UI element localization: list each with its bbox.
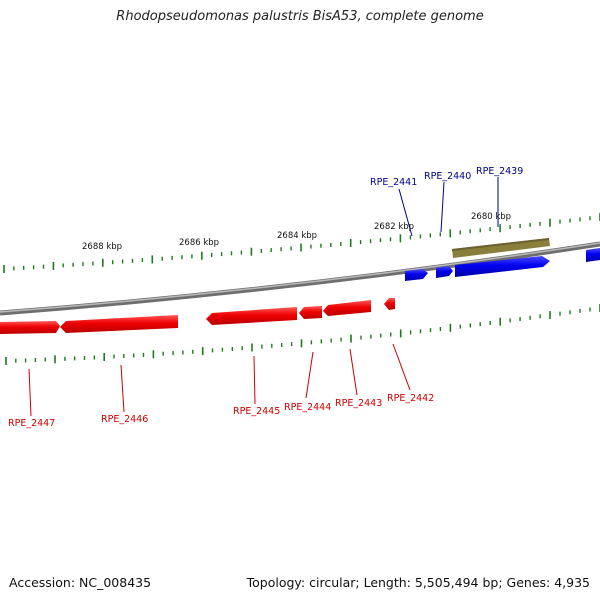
scale-label: 2686 kbp [179,238,219,248]
gene-label-forward: RPE_2439 [476,166,523,177]
gene-arrow-reverse [384,298,395,310]
scale-label: 2680 kbp [471,212,511,222]
gene-label-forward: RPE_2441 [370,177,417,188]
gene-label-reverse: RPE_2443 [335,398,382,409]
map-title: Rhodopseudomonas palustris BisA53, compl… [116,9,484,24]
scale-labels: 2688 kbp 2686 kbp 2684 kbp 2682 kbp 2680… [82,212,511,252]
genome-backbone [0,241,600,316]
gene-arrow-reverse [0,321,60,334]
scale-label: 2688 kbp [82,242,122,252]
gene-label-reverse: RPE_2447 [8,418,55,429]
gene-arrow-forward [436,266,453,278]
forward-gene-labels: RPE_2441 RPE_2440 RPE_2439 [370,166,523,237]
topology-text: Topology: circular; Length: 5,505,494 bp… [246,575,590,590]
gene-arrow-forward [455,256,550,277]
gene-arrow-reverse [323,300,371,316]
gene-label-reverse: RPE_2446 [101,414,148,425]
gene-label-reverse: RPE_2444 [284,402,331,413]
accession-text: Accession: NC_008435 [9,575,152,590]
reverse-gene-arrows [0,298,395,334]
scale-label: 2684 kbp [277,231,317,241]
outer-tick-track [3,213,600,273]
gene-arrow-reverse [299,306,322,319]
gene-arrow-reverse [206,307,297,325]
gene-label-reverse: RPE_2445 [233,406,280,417]
rna-feature-bar [452,238,550,258]
gene-label-forward: RPE_2440 [424,171,471,182]
scale-label: 2682 kbp [374,222,414,232]
inner-tick-track [5,304,600,365]
gene-arrow-forward [586,248,600,262]
gene-arrow-reverse [60,315,178,333]
gene-arrow-forward [405,269,428,281]
forward-gene-arrows [405,248,600,281]
reverse-gene-labels: RPE_2447 RPE_2446 RPE_2445 RPE_2444 RPE_… [8,343,434,429]
gene-label-reverse: RPE_2442 [387,393,434,404]
